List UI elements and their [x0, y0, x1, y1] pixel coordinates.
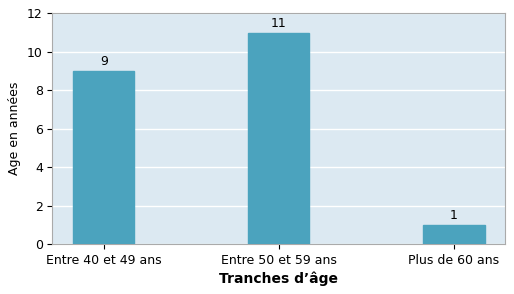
Text: 9: 9 — [100, 55, 107, 68]
Bar — [248, 33, 309, 244]
Text: 11: 11 — [271, 17, 287, 30]
Bar — [73, 71, 134, 244]
Text: 1: 1 — [450, 209, 458, 222]
Bar — [424, 225, 485, 244]
Y-axis label: Age en années: Age en années — [8, 82, 22, 176]
X-axis label: Tranches d’âge: Tranches d’âge — [219, 271, 338, 286]
